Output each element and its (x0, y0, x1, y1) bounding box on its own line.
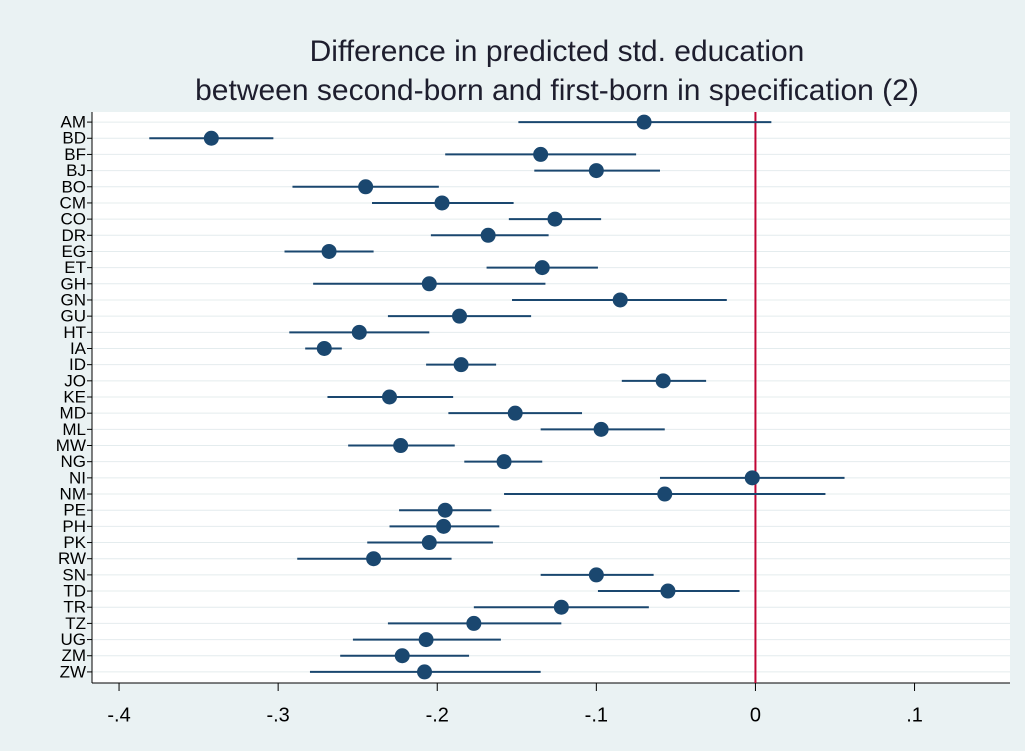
y-tick-label: NG (61, 452, 87, 471)
y-tick-label: MW (56, 436, 86, 455)
point-estimate (660, 583, 676, 599)
y-tick-label: UG (61, 630, 87, 649)
point-estimate (547, 211, 563, 227)
y-tick-label: GH (61, 274, 87, 293)
point-estimate (453, 357, 469, 373)
y-tick-label: KE (63, 387, 86, 406)
point-estimate (507, 405, 523, 421)
point-estimate (316, 340, 332, 356)
point-estimate (744, 470, 760, 486)
x-tick-label: .1 (906, 704, 923, 726)
y-tick-label: RW (58, 549, 86, 568)
y-tick-label: HT (63, 323, 86, 342)
point-estimate (321, 243, 337, 259)
y-tick-label: TR (63, 598, 86, 617)
y-tick-label: NM (60, 485, 86, 504)
y-tick-label: TZ (65, 614, 86, 633)
y-tick-label: MD (60, 404, 86, 423)
y-tick-label: CO (61, 210, 87, 229)
point-estimate (657, 486, 673, 502)
y-tick-label: GN (61, 290, 87, 309)
y-tick-label: PH (62, 517, 86, 536)
y-tick-label: PE (63, 501, 86, 520)
point-estimate (421, 535, 437, 551)
point-estimate (421, 276, 437, 292)
y-tick-label: SN (62, 565, 86, 584)
point-estimate (418, 632, 434, 648)
y-tick-label: NI (69, 468, 86, 487)
point-estimate (437, 502, 453, 518)
y-tick-label: PK (63, 533, 86, 552)
y-tick-label: AM (61, 113, 87, 132)
point-estimate (480, 227, 496, 243)
x-tick-label: -.1 (585, 704, 608, 726)
y-tick-label: ET (64, 258, 86, 277)
point-estimate (382, 389, 398, 405)
y-tick-label: TD (63, 582, 86, 601)
point-estimate (417, 664, 433, 680)
point-estimate (588, 163, 604, 179)
point-estimate (612, 292, 628, 308)
x-tick-label: 0 (750, 704, 761, 726)
point-estimate (358, 179, 374, 195)
y-tick-label: ZM (61, 646, 86, 665)
chart-title: Difference in predicted std. education (310, 35, 805, 68)
y-tick-label: CM (60, 193, 86, 212)
y-tick-label: EG (61, 242, 86, 261)
point-estimate (366, 551, 382, 567)
point-estimate (593, 421, 609, 437)
point-estimate (393, 438, 409, 454)
y-tick-label: BO (61, 177, 86, 196)
point-estimate (434, 195, 450, 211)
point-estimate (588, 567, 604, 583)
y-tick-label: DR (61, 226, 86, 245)
x-tick-label: -.2 (426, 704, 449, 726)
x-tick-label: -.4 (107, 704, 130, 726)
point-estimate (496, 454, 512, 470)
point-estimate (452, 308, 468, 324)
chart-title: between second-born and first-born in sp… (195, 74, 919, 107)
point-estimate (203, 130, 219, 146)
y-tick-label: ID (69, 355, 86, 374)
y-tick-label: IA (70, 339, 87, 358)
point-estimate (553, 599, 569, 615)
point-estimate (636, 114, 652, 130)
point-estimate (394, 648, 410, 664)
point-estimate (534, 260, 550, 276)
point-estimate (436, 518, 452, 534)
y-tick-label: ML (62, 420, 86, 439)
y-tick-label: GU (61, 307, 87, 326)
y-tick-label: BJ (66, 161, 86, 180)
y-tick-label: ZW (60, 662, 86, 681)
point-estimate (655, 373, 671, 389)
y-tick-label: BD (62, 129, 86, 148)
point-estimate (466, 615, 482, 631)
point-estimate (533, 146, 549, 162)
point-estimate (351, 324, 367, 340)
y-tick-label: JO (64, 371, 86, 390)
x-tick-label: -.3 (266, 704, 289, 726)
y-tick-label: BF (64, 145, 86, 164)
